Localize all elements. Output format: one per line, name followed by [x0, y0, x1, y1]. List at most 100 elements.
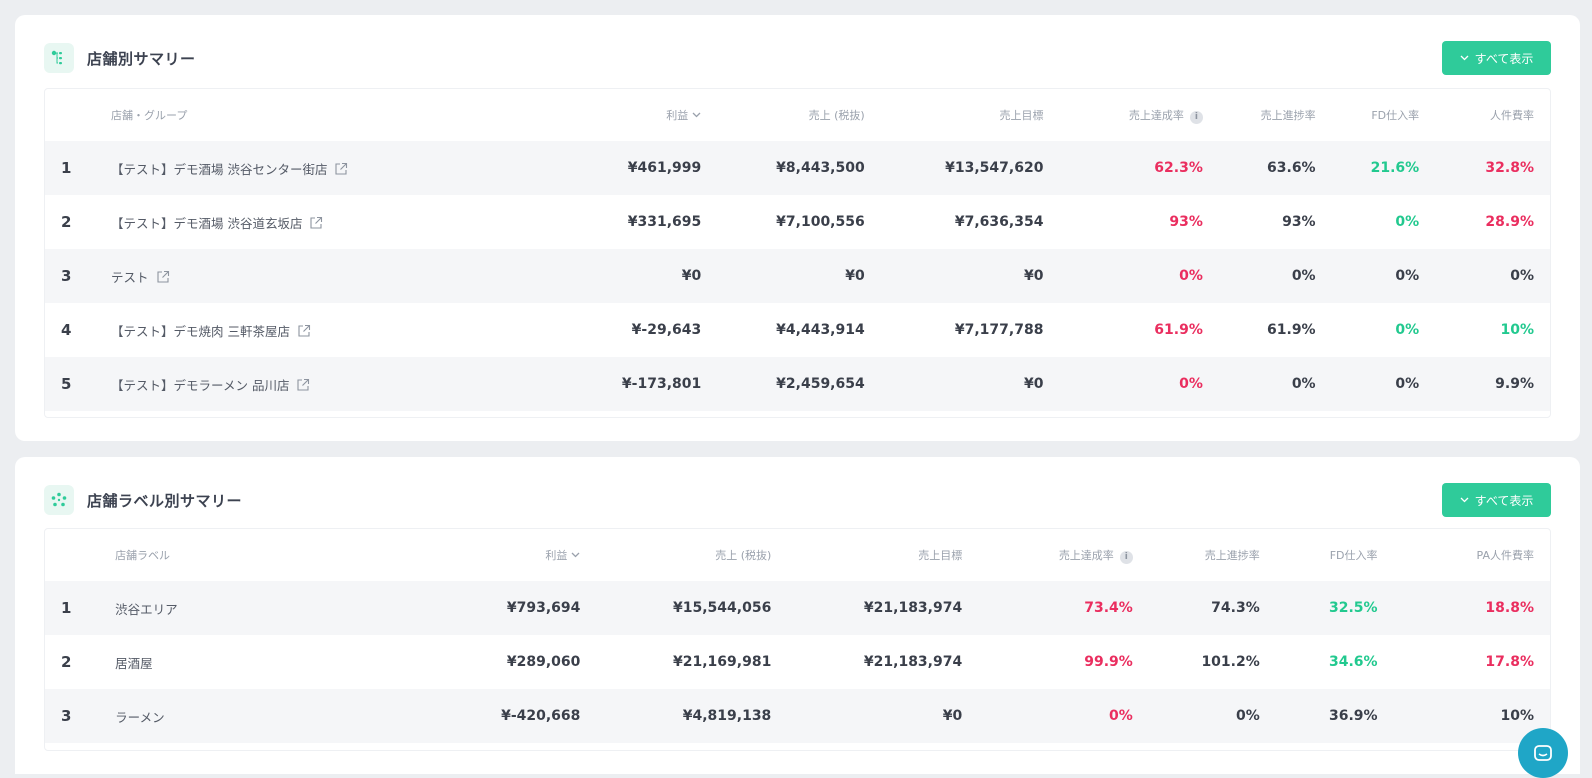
sales-cell: ¥2,459,654: [717, 357, 881, 411]
store-summary-card: 店舗別サマリー すべて表示 店舗・グループ 利益 売上 (税抜) 売上目標 売上…: [15, 15, 1580, 441]
column-header-fd[interactable]: FD仕入率: [1371, 109, 1420, 122]
table-row[interactable]: 3 テスト ¥0 ¥0 ¥0 0% 0% 0% 0%: [45, 249, 1550, 303]
table-row[interactable]: 3 ラーメン ¥-420,668 ¥4,819,138 ¥0 0% 0% 36.…: [45, 689, 1550, 743]
progress-cell: 101.2%: [1201, 654, 1260, 670]
store-name-cell: 【テスト】デモ焼肉 三軒茶屋店: [111, 303, 517, 357]
target-cell: ¥0: [787, 689, 979, 743]
column-header-fd[interactable]: FD仕入率: [1329, 549, 1378, 562]
show-all-label: すべて表示: [1474, 51, 1534, 66]
profit-cell: ¥0: [517, 249, 718, 303]
store-link[interactable]: 【テスト】デモ酒場 渋谷センター街店: [111, 161, 328, 177]
table-row[interactable]: 4 【テスト】デモ焼肉 三軒茶屋店 ¥-29,643 ¥4,443,914 ¥7…: [45, 303, 1550, 357]
column-header-progress[interactable]: 売上進捗率: [1204, 549, 1260, 562]
labor-cell: 9.9%: [1435, 357, 1550, 411]
fd-cell: 0%: [1395, 214, 1420, 230]
progress-cell: 0%: [1218, 249, 1332, 303]
column-header-index: [45, 89, 111, 141]
chat-launcher-button[interactable]: [1518, 728, 1568, 778]
fd-cell: 32.5%: [1275, 581, 1394, 635]
fd-cell: 0%: [1331, 357, 1436, 411]
column-header-achievement[interactable]: 売上達成率 i: [1059, 89, 1218, 141]
sales-cell: ¥21,169,981: [673, 654, 772, 670]
column-header-profit[interactable]: 利益: [402, 529, 596, 581]
show-all-button[interactable]: すべて表示: [1442, 483, 1551, 517]
column-header-sales[interactable]: 売上 (税抜): [808, 109, 865, 122]
column-header-labor[interactable]: 人件費率: [1490, 109, 1534, 122]
column-header-name: 店舗・グループ: [111, 109, 188, 122]
fd-cell: 36.9%: [1275, 689, 1394, 743]
target-cell: ¥21,183,974: [863, 654, 963, 670]
chevron-down-icon: [1460, 55, 1469, 61]
column-header-labor[interactable]: PA人件費率: [1476, 549, 1534, 562]
column-header-progress[interactable]: 売上進捗率: [1260, 109, 1316, 122]
profit-cell: ¥331,695: [627, 214, 702, 230]
label-name-cell: 居酒屋: [115, 655, 153, 671]
achievement-cell: 61.9%: [1154, 322, 1203, 338]
table-row[interactable]: 5 【テスト】デモラーメン 品川店 ¥-173,801 ¥2,459,654 ¥…: [45, 357, 1550, 411]
target-cell: ¥0: [880, 249, 1060, 303]
progress-cell: 61.9%: [1267, 322, 1316, 338]
table-header-row: 店舗ラベル 利益 売上 (税抜) 売上目標 売上達成率 i 売上進捗率 FD仕入率…: [45, 529, 1550, 581]
achievement-cell: 0%: [1059, 249, 1219, 303]
label-summary-table: 店舗ラベル 利益 売上 (税抜) 売上目標 売上達成率 i 売上進捗率 FD仕入率…: [44, 528, 1551, 751]
profit-cell: ¥289,060: [506, 654, 581, 670]
cluster-icon: [44, 485, 74, 515]
progress-cell: 0%: [1218, 357, 1332, 411]
column-header-achievement[interactable]: 売上達成率 i: [978, 529, 1149, 581]
external-link-icon[interactable]: [309, 216, 323, 230]
label-name-cell: 渋谷エリア: [115, 581, 403, 635]
external-link-icon[interactable]: [156, 270, 170, 284]
store-link[interactable]: テスト: [111, 269, 149, 285]
store-name-cell: 【テスト】デモ酒場 渋谷道玄坂店: [111, 195, 517, 249]
column-header-sales[interactable]: 売上 (税抜): [715, 549, 772, 562]
row-index: 1: [45, 581, 116, 635]
label-name-cell: ラーメン: [115, 689, 403, 743]
table-header-row: 店舗・グループ 利益 売上 (税抜) 売上目標 売上達成率 i 売上進捗率 FD仕…: [45, 89, 1550, 141]
profit-cell: ¥-29,643: [631, 322, 702, 338]
store-name-cell: 【テスト】デモラーメン 品川店: [111, 357, 518, 411]
sales-cell: ¥7,100,556: [776, 214, 865, 230]
external-link-icon[interactable]: [334, 162, 348, 176]
sort-desc-icon[interactable]: [571, 552, 580, 558]
table-row[interactable]: 2 居酒屋 ¥289,060 ¥21,169,981 ¥21,183,974 9…: [45, 635, 1550, 689]
store-summary-table: 店舗・グループ 利益 売上 (税抜) 売上目標 売上達成率 i 売上進捗率 FD仕…: [44, 88, 1551, 418]
target-cell: ¥0: [880, 357, 1060, 411]
fd-cell: 21.6%: [1331, 141, 1436, 195]
column-header-target[interactable]: 売上目標: [918, 549, 963, 562]
show-all-label: すべて表示: [1474, 493, 1534, 508]
table-row[interactable]: 1 渋谷エリア ¥793,694 ¥15,544,056 ¥21,183,974…: [45, 581, 1550, 635]
row-index: 5: [45, 357, 111, 411]
achievement-cell: 93%: [1169, 214, 1203, 230]
target-cell: ¥13,547,620: [880, 141, 1060, 195]
store-link[interactable]: 【テスト】デモ焼肉 三軒茶屋店: [111, 323, 290, 339]
info-icon[interactable]: i: [1119, 550, 1133, 564]
table-row[interactable]: 2 【テスト】デモ酒場 渋谷道玄坂店 ¥331,695 ¥7,100,556 ¥…: [45, 195, 1550, 249]
external-link-icon[interactable]: [297, 324, 311, 338]
row-index: 2: [61, 213, 72, 231]
store-link[interactable]: 【テスト】デモ酒場 渋谷道玄坂店: [111, 215, 303, 231]
column-header-target[interactable]: 売上目標: [999, 109, 1044, 122]
progress-cell: 93%: [1282, 214, 1316, 230]
target-cell: ¥7,177,788: [954, 322, 1044, 338]
fd-cell: 0%: [1331, 249, 1436, 303]
external-link-icon[interactable]: [296, 378, 310, 392]
achievement-cell: 99.9%: [1084, 654, 1133, 670]
column-header-name: 店舗ラベル: [115, 549, 171, 562]
sales-cell: ¥8,443,500: [717, 141, 881, 195]
achievement-cell: 62.3%: [1059, 141, 1219, 195]
sales-cell: ¥0: [717, 249, 881, 303]
sales-cell: ¥15,544,056: [596, 581, 788, 635]
store-link[interactable]: 【テスト】デモラーメン 品川店: [111, 377, 290, 393]
info-icon[interactable]: i: [1189, 110, 1203, 124]
profit-cell: ¥-173,801: [517, 357, 718, 411]
sort-desc-icon[interactable]: [692, 112, 701, 118]
sales-cell: ¥4,819,138: [596, 689, 788, 743]
column-header-profit[interactable]: 利益: [517, 89, 717, 141]
show-all-button[interactable]: すべて表示: [1442, 41, 1551, 75]
table-row[interactable]: 1 【テスト】デモ酒場 渋谷センター街店 ¥461,999 ¥8,443,500…: [45, 141, 1550, 195]
achievement-cell: 73.4%: [978, 581, 1149, 635]
achievement-cell: 0%: [978, 689, 1149, 743]
row-index: 1: [45, 141, 111, 195]
profit-cell: ¥793,694: [402, 581, 597, 635]
fd-cell: 0%: [1395, 322, 1420, 338]
